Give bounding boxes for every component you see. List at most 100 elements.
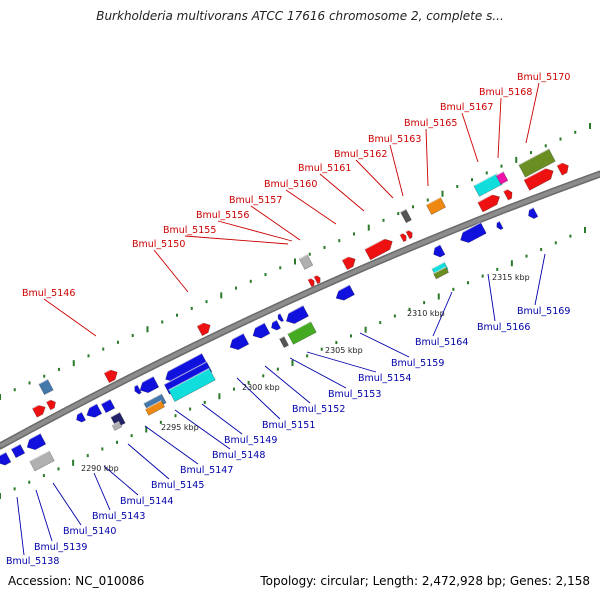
- reverse-gene: [29, 450, 55, 472]
- track-tick: [101, 447, 104, 451]
- accession-text: Accession: NC_010086: [8, 574, 145, 588]
- label-leader-line: [93, 472, 111, 511]
- label-leaders: [16, 82, 546, 556]
- label-leader-line: [319, 173, 365, 212]
- track-tick: [189, 407, 192, 411]
- track-tick: [205, 300, 208, 304]
- track-tick: [569, 234, 572, 238]
- forward-gene: [425, 196, 447, 216]
- reverse-gene: [83, 403, 103, 418]
- reverse-gene: [249, 322, 271, 339]
- gene-label: Bmul_5150: [132, 239, 185, 250]
- gene-label: Bmul_5157: [229, 195, 282, 206]
- reverse-gene: [279, 335, 289, 348]
- reverse-gene: [132, 384, 142, 395]
- gene-body: [38, 378, 54, 396]
- gene-highlight: [433, 266, 447, 275]
- scale-label: 2315 kbp: [492, 273, 530, 282]
- reverse-gene: [100, 398, 116, 414]
- track-tick: [28, 381, 31, 385]
- track-tick: [87, 354, 90, 358]
- forward-gene: [313, 273, 321, 285]
- gene-body: [76, 411, 87, 423]
- track-tick: [323, 245, 326, 249]
- track-tick: [364, 326, 367, 333]
- track-tick: [397, 212, 400, 216]
- track-tick: [525, 254, 528, 258]
- gene-highlight: [111, 420, 120, 426]
- reverse-gene: [287, 321, 317, 345]
- track-tick: [116, 440, 118, 444]
- track-tick: [276, 367, 279, 371]
- scale-label: 2300 kbp: [242, 383, 280, 392]
- gene-label: Bmul_5168: [479, 87, 532, 98]
- gene-highlight: [132, 384, 138, 388]
- gene-body: [556, 162, 569, 176]
- gene-label: Bmul_5169: [517, 306, 570, 317]
- reverse-gene: [433, 266, 449, 280]
- backbone-line: [0, 172, 600, 448]
- track-tick: [540, 247, 543, 251]
- gene-label: Bmul_5143: [92, 511, 145, 522]
- forward-gene: [473, 173, 503, 197]
- gene-label: Bmul_5160: [264, 179, 317, 190]
- forward-gene: [31, 402, 46, 418]
- label-leader-line: [497, 97, 502, 159]
- track-tick: [481, 274, 484, 278]
- gene-highlight: [279, 335, 285, 340]
- forward-gene: [405, 228, 413, 240]
- track-tick: [554, 241, 557, 245]
- gene-label: Bmul_5165: [404, 118, 457, 129]
- gene-label: Bmul_5138: [6, 556, 59, 567]
- gene-highlight: [298, 254, 308, 260]
- gene-highlight: [29, 450, 50, 462]
- track-tick: [496, 267, 499, 271]
- label-leader-line: [127, 443, 170, 480]
- forward-gene: [307, 276, 315, 288]
- reverse-gene: [276, 312, 285, 322]
- gene-highlight: [431, 261, 445, 270]
- gene-highlight: [143, 393, 162, 404]
- gene-highlight: [399, 231, 405, 236]
- gene-labels: Bmul_5146 Bmul_5150 Bmul_5155 Bmul_5156 Bmul…: [6, 72, 570, 567]
- gene-highlight: [46, 397, 54, 403]
- gene-highlight: [38, 378, 48, 385]
- reverse-gene: [145, 400, 165, 416]
- gene-highlight: [477, 191, 498, 203]
- gene-highlight: [525, 207, 534, 212]
- gene-body: [196, 322, 211, 337]
- track-tick: [145, 426, 148, 433]
- track-tick: [262, 374, 265, 378]
- track-tick: [510, 260, 513, 267]
- label-leader-line: [250, 205, 301, 241]
- reverse-gene: [283, 305, 309, 324]
- label-leader-line: [359, 332, 410, 358]
- track-tick: [353, 232, 355, 236]
- gene-body: [298, 254, 314, 270]
- gene-highlight: [0, 451, 6, 459]
- track-tick: [249, 279, 252, 283]
- gene-label: Bmul_5170: [517, 72, 570, 83]
- forward-gene: [400, 208, 412, 224]
- forward-gene: [45, 397, 56, 411]
- forward-gene: [495, 171, 509, 185]
- track-tick: [338, 239, 341, 243]
- track-tick: [43, 374, 46, 378]
- track-tick: [57, 467, 60, 471]
- reverse-gene: [74, 411, 87, 423]
- gene-label: Bmul_5151: [262, 420, 315, 431]
- forward-gene: [556, 160, 569, 176]
- forward-gene: [298, 254, 314, 270]
- gene-label: Bmul_5154: [358, 373, 411, 384]
- gene-label: Bmul_5144: [120, 496, 173, 507]
- gene-highlight: [74, 411, 82, 417]
- track-tick: [0, 493, 1, 499]
- track-tick: [13, 388, 16, 392]
- track-tick: [456, 184, 459, 188]
- track-tick: [233, 387, 235, 391]
- gene-body: [45, 399, 56, 411]
- gene-highlight: [269, 319, 277, 325]
- track-tick: [441, 190, 444, 197]
- label-leader-line: [389, 144, 404, 197]
